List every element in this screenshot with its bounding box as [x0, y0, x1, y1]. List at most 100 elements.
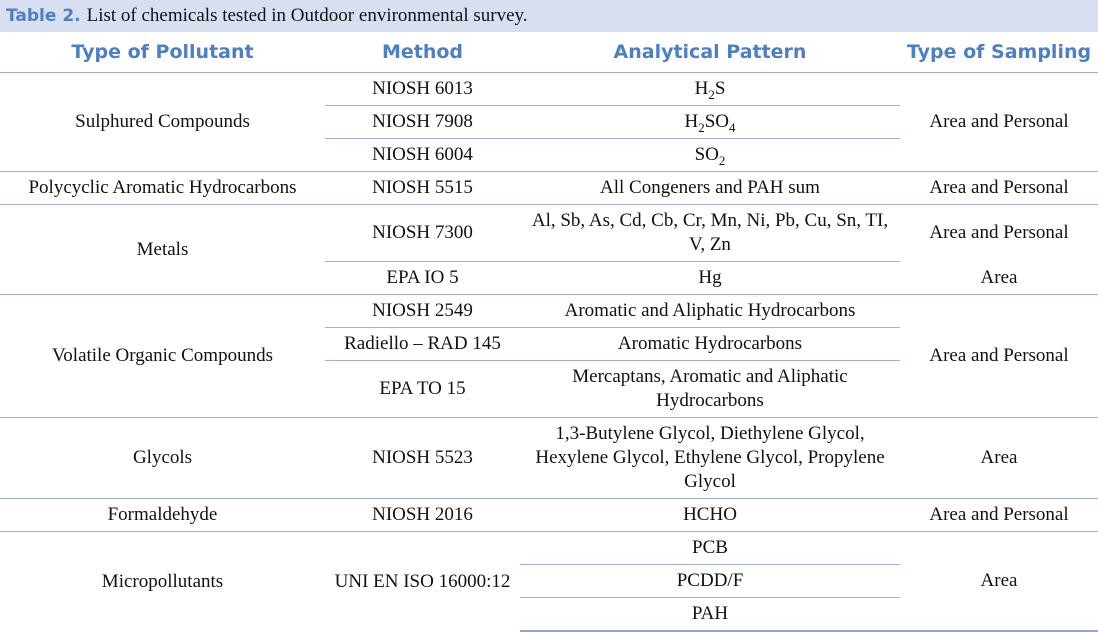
method: Radiello – RAD 145 [344, 333, 501, 354]
row: Formaldehyde NIOSH 2016 HCHO Area and Perso… [0, 498, 1098, 532]
method: EPA IO 5 [386, 267, 459, 288]
table: Type of Pollutant Method Analytical Patter… [0, 32, 1098, 632]
pattern-cell: PCDD/F [520, 564, 900, 598]
method-cell: NIOSH 2549 [325, 294, 520, 328]
pattern-cell: Aromatic Hydrocarbons [520, 327, 900, 361]
method: NIOSH 5523 [372, 447, 473, 468]
row: NIOSH 6004 SO2 [0, 138, 1098, 172]
row: NIOSH 7908 H2SO4 [0, 105, 1098, 139]
row: Polycyclic Aromatic Hydrocarbons NIOSH 55… [0, 171, 1098, 205]
sampling-cell: Area [900, 531, 1098, 632]
pollutant: Sulphured Compounds [75, 111, 250, 132]
caption-label: Table 2. [6, 6, 81, 26]
pattern-text: H [694, 78, 709, 99]
method: NIOSH 7908 [372, 111, 473, 132]
pattern-cell: SO2 [520, 138, 900, 172]
pattern-text: PAH [691, 603, 729, 624]
pollutant-cell: Micropollutants [0, 531, 325, 631]
sampling-cell: Area and Personal [900, 498, 1098, 532]
pollutant-cell: Sulphured Compounds [0, 72, 325, 172]
caption-text: List of chemicals tested in Outdoor envi… [86, 5, 528, 26]
pattern-cell: H2S [520, 72, 900, 106]
pattern-cell: PCB [520, 531, 900, 565]
sampling: Area and Personal [929, 111, 1069, 132]
pollutant-cell: Formaldehyde [0, 498, 325, 532]
method-cell: NIOSH 2016 [325, 498, 520, 532]
method: NIOSH 5515 [372, 177, 473, 198]
pollutant: Polycyclic Aromatic Hydrocarbons [28, 177, 297, 198]
pattern-text: SO [694, 144, 719, 165]
pattern-text: S [714, 78, 726, 99]
row: Metals NIOSH 7300 Al, Sb, As, Cd, Cb, Cr, … [0, 204, 1098, 295]
pollutant: Formaldehyde [107, 504, 218, 525]
header-cell: Type of Sampling [906, 41, 1092, 63]
subscript: 2 [708, 87, 715, 102]
header-cell: Type of Pollutant [71, 41, 254, 63]
method-cell: NIOSH 7300 [325, 204, 520, 262]
pollutant: Glycols [132, 447, 193, 468]
row: Glycols NIOSH 5523 1,3-Butylene Glycol, Di… [0, 417, 1098, 499]
pattern-text: HCHO [683, 504, 737, 525]
subscript: 2 [698, 120, 705, 135]
method: NIOSH 2016 [372, 504, 473, 525]
method-cell: NIOSH 5523 [325, 417, 520, 499]
sampling-cell: Area and Personal [900, 204, 1098, 262]
pattern-cell: Mercaptans, Aromatic and Aliphatic Hydro… [520, 360, 900, 418]
pattern-cell: Al, Sb, As, Cd, Cb, Cr, Mn, Ni, Pb, Cu, … [520, 204, 900, 262]
sampling-cell: Area and Personal [900, 294, 1098, 418]
row: Micropollutants UNI EN ISO 16000:12 PCB Are… [0, 531, 1098, 632]
subscript: 4 [729, 120, 736, 135]
pattern-text: Mercaptans, Aromatic and Aliphatic Hydro… [572, 366, 848, 411]
method: NIOSH 2549 [372, 300, 473, 321]
method-cell: NIOSH 6013 [325, 72, 520, 106]
method-cell: NIOSH 6004 [325, 138, 520, 172]
header-row: Type of Pollutant Method Analytical Patter… [0, 32, 1098, 73]
sampling-cell: Area and Personal [900, 72, 1098, 172]
sampling: Area and Personal [929, 177, 1069, 198]
pattern-cell: PAH [520, 597, 900, 632]
pollutant: Metals [136, 238, 189, 260]
pattern-text: 1,3-Butylene Glycol, Diethylene Glycol, … [535, 423, 885, 492]
caption: Table 2. List of chemicals tested in Outd… [0, 0, 1098, 32]
sampling: Area and Personal [929, 345, 1069, 366]
sampling: Area [980, 447, 1018, 468]
row: Sulphured Compounds NIOSH 6013 H2S Area and… [0, 72, 1098, 172]
sampling: Area and Personal [929, 222, 1069, 244]
header-cell: Analytical Pattern [613, 41, 807, 63]
pattern-cell: All Congeners and PAH sum [520, 171, 900, 205]
row: Volatile Organic Compounds NIOSH 2549 Arom… [0, 294, 1098, 418]
pollutant-cell: Polycyclic Aromatic Hydrocarbons [0, 171, 325, 205]
method: EPA TO 15 [379, 378, 466, 399]
method: NIOSH 6013 [372, 78, 473, 99]
method: NIOSH 6004 [372, 144, 473, 165]
pollutant-cell: Volatile Organic Compounds [0, 294, 325, 418]
sampling: Area [980, 570, 1018, 591]
header-cell: Method [381, 41, 464, 63]
pattern-text: PCDD/F [676, 570, 744, 591]
method: NIOSH 7300 [372, 222, 473, 243]
sampling-cell: Area [900, 417, 1098, 499]
method-cell: EPA TO 15 [325, 360, 520, 418]
sampling: Area and Personal [929, 504, 1069, 525]
row: PCDD/F [0, 564, 1098, 598]
pattern-text: Aromatic Hydrocarbons [617, 333, 803, 354]
pollutant-cell: Glycols [0, 417, 325, 499]
pattern-text: SO [704, 111, 730, 132]
method-cell: UNI EN ISO 16000:12 [325, 531, 520, 631]
method-cell: NIOSH 5515 [325, 171, 520, 205]
method: UNI EN ISO 16000:12 [334, 570, 511, 592]
row: Radiello – RAD 145 Aromatic Hydrocarbons [0, 327, 1098, 361]
sampling: Area [980, 266, 1018, 288]
pattern-cell: 1,3-Butylene Glycol, Diethylene Glycol, … [520, 417, 900, 499]
method-cell: EPA IO 5 [325, 261, 520, 295]
pattern-text: Al, Sb, As, Cd, Cb, Cr, Mn, Ni, Pb, Cu, … [531, 210, 889, 255]
pattern-text: Hg [698, 267, 722, 288]
pattern-text: All Congeners and PAH sum [600, 177, 820, 198]
sampling-cell: Area [900, 262, 1098, 295]
pattern-text: H [684, 111, 699, 132]
pollutant: Micropollutants [101, 570, 224, 592]
row: EPA IO 5 Hg Area [0, 261, 1098, 295]
pattern-cell: Hg [520, 261, 900, 295]
sampling-cell: Area and Personal [900, 171, 1098, 205]
